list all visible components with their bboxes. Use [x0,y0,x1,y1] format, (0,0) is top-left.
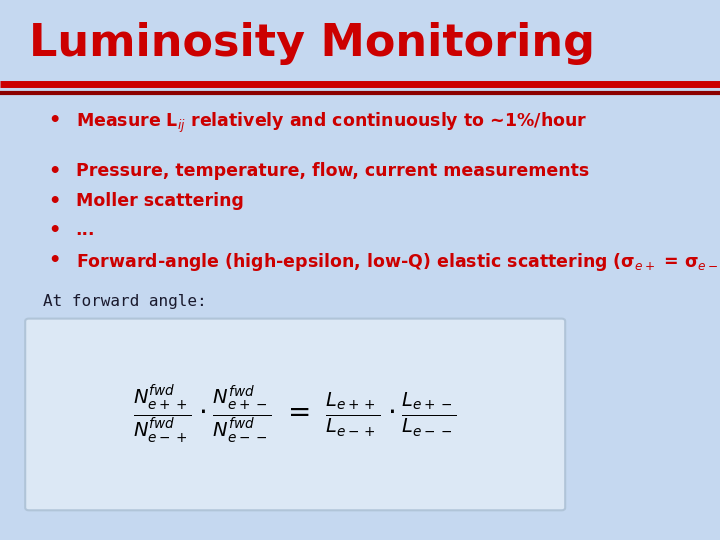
Text: •: • [48,221,60,240]
Text: Forward-angle (high-epsilon, low-Q) elastic scattering (σ$_{e+}$ = σ$_{e-}$): Forward-angle (high-epsilon, low-Q) elas… [76,251,720,273]
Text: Moller scattering: Moller scattering [76,192,243,210]
Text: $\frac{N_{e++}^{fwd}}{N_{e-+}^{fwd}} \cdot \frac{N_{e+-}^{fwd}}{N_{e--}^{fwd}}\ : $\frac{N_{e++}^{fwd}}{N_{e-+}^{fwd}} \cd… [133,383,457,446]
Text: •: • [48,162,60,181]
Text: •: • [48,192,60,211]
Text: At forward angle:: At forward angle: [43,294,207,309]
Text: ...: ... [76,221,95,239]
Text: Measure L$_{ij}$ relatively and continuously to ~1%/hour: Measure L$_{ij}$ relatively and continuo… [76,111,587,135]
Text: Pressure, temperature, flow, current measurements: Pressure, temperature, flow, current mea… [76,162,589,180]
FancyBboxPatch shape [25,319,565,510]
Text: Luminosity Monitoring: Luminosity Monitoring [29,22,595,65]
Text: •: • [48,111,60,130]
Text: •: • [48,251,60,270]
